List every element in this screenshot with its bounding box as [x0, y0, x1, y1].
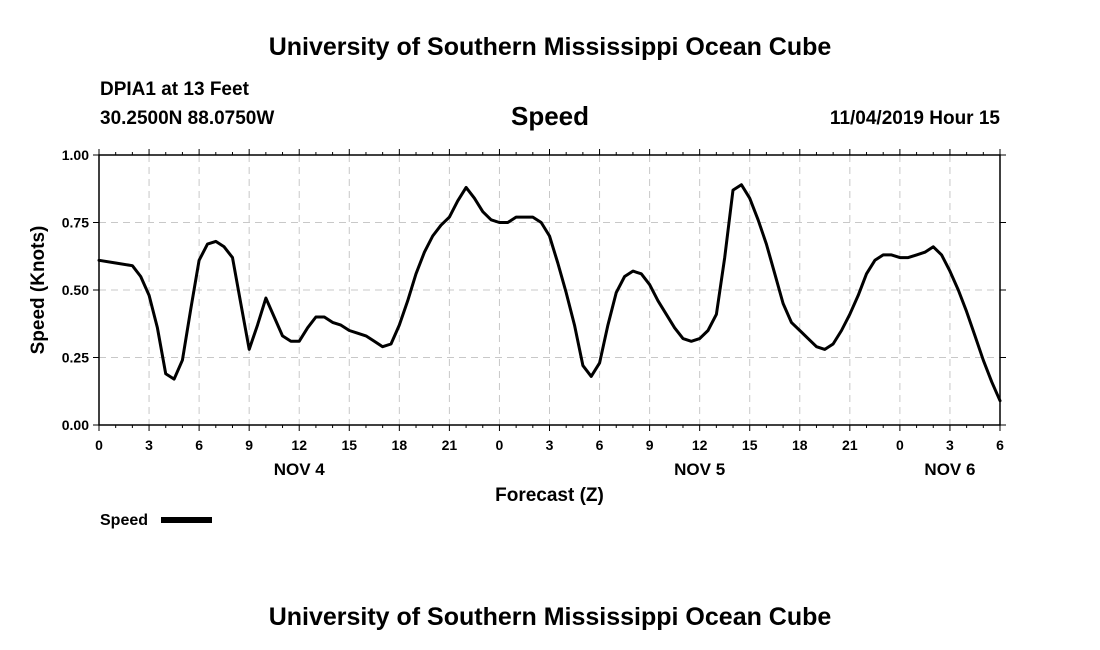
day-label: NOV 5	[674, 460, 725, 479]
y-tick-label: 1.00	[62, 147, 89, 163]
y-axis-label: Speed (Knots)	[28, 226, 49, 355]
timestamp-label: 11/04/2019 Hour 15	[830, 108, 1000, 129]
y-axis-ticks: 0.00 0.25 0.50 0.75 1.00	[62, 147, 1006, 433]
x-tick-label: 3	[546, 437, 554, 453]
station-label: DPIA1 at 13 Feet	[100, 79, 250, 100]
bottom-title: University of Southern Mississippi Ocean…	[269, 603, 832, 631]
grid-lines	[99, 155, 1000, 425]
y-tick-label: 0.25	[62, 350, 89, 366]
x-tick-label: 0	[896, 437, 904, 453]
x-tick-label: 21	[842, 437, 858, 453]
x-tick-label: 9	[646, 437, 654, 453]
plot-frame	[98, 154, 1001, 426]
x-tick-label: 9	[245, 437, 253, 453]
legend: Speed	[100, 512, 212, 529]
x-tick-label: 18	[392, 437, 408, 453]
y-tick-label: 0.00	[62, 417, 89, 433]
plot-title: Speed	[511, 101, 589, 131]
series-line-speed	[97, 183, 1002, 403]
x-tick-label: 0	[95, 437, 103, 453]
x-tick-label: 15	[341, 437, 357, 453]
y-tick-label: 0.75	[62, 215, 89, 231]
day-label: NOV 6	[924, 460, 975, 479]
x-tick-label: 21	[442, 437, 458, 453]
legend-swatch	[161, 517, 212, 523]
y-tick-label: 0.50	[62, 282, 89, 298]
x-tick-label: 6	[996, 437, 1004, 453]
x-tick-label: 6	[596, 437, 604, 453]
x-tick-label: 12	[692, 437, 708, 453]
x-tick-label: 15	[742, 437, 758, 453]
x-tick-label: 3	[946, 437, 954, 453]
x-tick-label: 6	[195, 437, 203, 453]
x-tick-label: 0	[496, 437, 504, 453]
legend-label: Speed	[100, 512, 148, 529]
day-label: NOV 4	[274, 460, 326, 479]
series-layer	[97, 183, 1002, 403]
coordinates-label: 30.2500N 88.0750W	[100, 108, 274, 129]
top-title: University of Southern Mississippi Ocean…	[269, 33, 832, 61]
x-tick-label: 3	[145, 437, 153, 453]
x-tick-label: 18	[792, 437, 808, 453]
x-tick-label: 12	[291, 437, 307, 453]
x-axis-label: Forecast (Z)	[495, 485, 604, 506]
day-labels: NOV 4 NOV 5 NOV 6	[274, 460, 976, 479]
